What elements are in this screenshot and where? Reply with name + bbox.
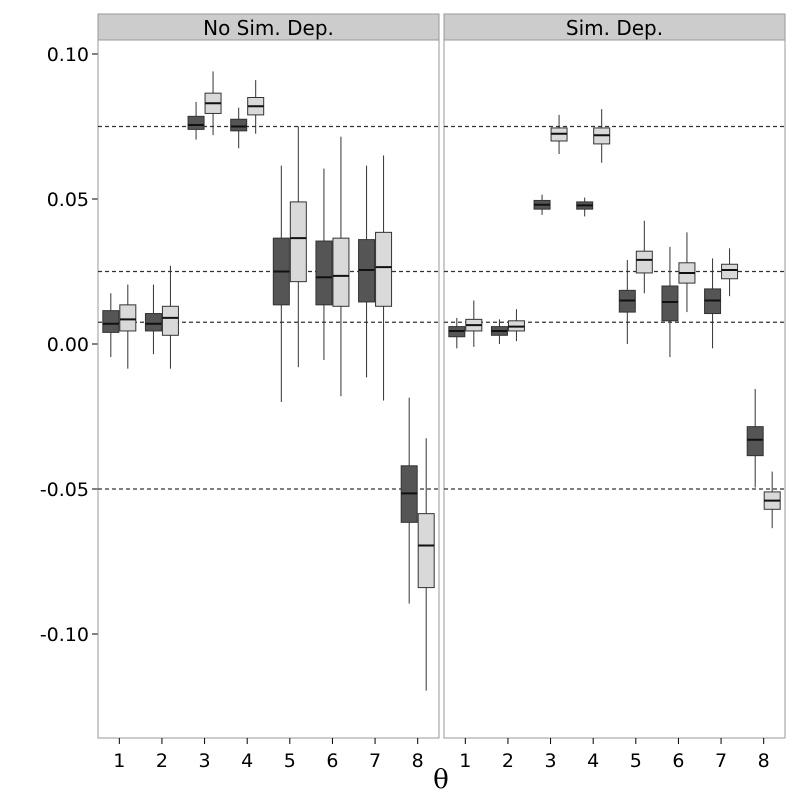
x-tick-label: 1 [113,750,125,772]
box-dark-4 [576,197,594,217]
y-tick-label: 0.10 [47,44,89,66]
panel-title: Sim. Dep. [566,16,663,40]
box-light-7 [721,248,739,297]
box-dark-7 [358,165,376,378]
box-body [144,313,162,332]
x-tick-label: 8 [758,750,770,772]
x-tick-label: 8 [412,750,424,772]
box-light-4 [593,109,611,163]
box-dark-5 [618,259,636,344]
box-dark-8 [400,397,418,604]
panels: No Sim. Dep. 1 2 3 4 5 6 7 8 Sim. Dep. 1 2 3 4 5 6 7 8 [97,13,786,772]
box-dark-2 [144,284,162,355]
box-light-6 [678,232,696,313]
box-dark-2 [490,319,508,344]
box-dark-8 [746,388,764,488]
box-light-5 [289,126,307,368]
y-tick-label: 0.05 [47,189,89,211]
y-axis: 0.10 0.05 0.00 -0.05 -0.10 [40,44,98,646]
box-body [161,305,179,336]
x-tick-label: 3 [199,750,211,772]
box-light-7 [375,155,393,401]
panel-strip [443,13,786,41]
panel-strip [97,13,440,41]
x-tick-label: 2 [156,750,168,772]
x-tick-label: 7 [715,750,727,772]
box-body [721,263,739,280]
box-body [315,240,333,306]
box-dark-4 [230,107,248,149]
panel-2: Sim. Dep. 1 2 3 4 5 6 7 8 [443,13,786,772]
y-tick-label: 0.00 [47,334,89,356]
box-body [102,310,120,333]
box-body [230,118,248,132]
x-tick-label: 2 [502,750,514,772]
x-tick-label: 7 [369,750,381,772]
box-light-8 [417,438,435,691]
box-light-2 [161,265,179,369]
box-light-1 [119,284,137,369]
box-body [332,237,350,307]
x-tick-label: 4 [587,750,599,772]
box-dark-3 [533,194,551,215]
box-light-4 [247,80,265,134]
box-dark-5 [272,165,290,402]
y-tick-label: -0.05 [40,479,89,501]
box-light-6 [332,136,350,397]
box-dark-1 [448,317,466,349]
x-tick-label: 6 [672,750,684,772]
y-tick-label: -0.10 [40,624,89,646]
x-tick-label: 4 [241,750,253,772]
x-tick-label: 5 [630,750,642,772]
box-light-8 [763,471,781,529]
box-body [119,304,137,332]
box-body [375,231,393,307]
panel-title: No Sim. Dep. [203,16,334,40]
x-tick-label: 3 [545,750,557,772]
box-light-5 [635,220,653,294]
x-axis-title: θ [433,765,449,795]
box-body [289,201,307,283]
box-dark-1 [102,293,120,358]
box-dark-3 [187,101,205,140]
box-light-2 [507,309,525,342]
box-dark-7 [704,258,722,349]
box-body [635,250,653,274]
box-light-3 [204,71,222,136]
x-tick-label: 6 [326,750,338,772]
box-body [187,115,205,130]
panel-1: No Sim. Dep. 1 2 3 4 5 6 7 8 [97,13,440,772]
box-dark-6 [315,168,333,360]
panel-frame [443,39,786,739]
box-dark-6 [661,246,679,358]
box-light-1 [465,300,483,347]
x-tick-label: 5 [284,750,296,772]
box-body [661,285,679,322]
box-body [746,426,764,457]
panel-frame [97,39,440,739]
box-light-3 [550,114,568,155]
x-tick-label: 1 [459,750,471,772]
box-body [417,513,435,589]
